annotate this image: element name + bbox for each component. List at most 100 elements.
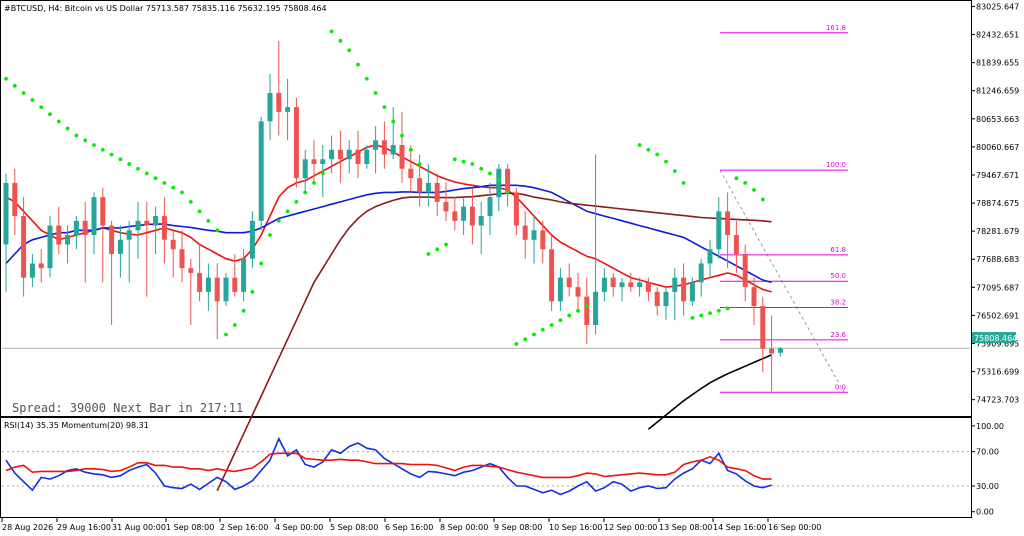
candle-body — [751, 287, 757, 307]
psar-dot — [549, 323, 554, 327]
psar-dot — [725, 306, 730, 311]
indicator-layer: 100.00 70.00 30.00 0.00 — [2, 422, 1004, 517]
candle-body — [689, 282, 695, 302]
psar-dot — [162, 181, 167, 185]
psar-dot — [444, 242, 448, 247]
psar-dot — [329, 29, 334, 34]
psar-dot — [109, 152, 114, 157]
candle-body — [760, 306, 766, 349]
candle-body — [188, 268, 194, 273]
price-tick-label: 80653.663 — [976, 115, 1019, 124]
psar-dot — [417, 162, 422, 166]
candle-body — [21, 216, 27, 278]
candle-body — [258, 121, 264, 221]
candle-body — [329, 149, 335, 160]
psar-dot — [92, 143, 96, 147]
candle-body — [205, 277, 211, 292]
candle-body — [381, 140, 387, 155]
price-tick-label: 74723.703 — [976, 396, 1019, 405]
candle-body — [337, 149, 343, 160]
candle-body — [452, 211, 458, 221]
candle-body — [698, 263, 704, 283]
psar-dot — [268, 233, 272, 237]
psar-dot — [294, 199, 299, 204]
psar-dot — [259, 261, 264, 266]
candle-body — [725, 211, 731, 236]
candle-body — [197, 272, 203, 292]
psar-dot — [171, 185, 176, 190]
chart-header: #BTCUSD, H4: Bitcoin vs US Dollar 75713.… — [4, 4, 327, 13]
candle-body — [3, 182, 9, 245]
candle-body — [496, 168, 502, 198]
psar-dot — [56, 119, 61, 124]
candle-body — [100, 197, 106, 226]
candle-body — [681, 277, 687, 302]
psar-dot — [743, 181, 748, 185]
candle-body — [619, 282, 625, 288]
overlay-line — [5, 144, 772, 293]
overlay-line — [5, 184, 772, 284]
price-tick-label: 81246.659 — [976, 87, 1019, 96]
candle-body — [408, 168, 414, 179]
psar-dot — [584, 304, 589, 308]
psar-dot — [276, 218, 281, 223]
candle-body — [144, 220, 150, 226]
candles-layer — [3, 40, 783, 392]
candle-body — [425, 182, 431, 193]
candle-body — [531, 230, 537, 240]
candle-body — [434, 182, 440, 202]
candle-body — [742, 253, 748, 288]
time-tick-label: 10 Sep 16:00 — [549, 523, 602, 532]
candle-body — [672, 277, 678, 292]
candle-body — [170, 239, 176, 250]
psar-dot — [382, 105, 387, 110]
time-tick-label: 8 Sep 00:00 — [440, 523, 488, 532]
psar-dot — [48, 112, 52, 117]
candle-body — [249, 220, 255, 259]
candle-body — [645, 282, 651, 292]
psar-dot — [391, 119, 396, 124]
psar-dot — [12, 83, 17, 88]
psar-dot — [690, 316, 695, 320]
spread-label: Spread: 39000 Next Bar in 217:11 — [12, 401, 243, 415]
fibonacci-level-label: 50.0 — [830, 272, 846, 280]
psar-dot — [30, 98, 35, 102]
psar-dot — [576, 308, 580, 313]
psar-dot — [39, 105, 44, 110]
candle-body — [443, 201, 449, 212]
candle-body — [390, 145, 396, 155]
indicator-tick-label: 70.00 — [976, 448, 999, 457]
candle-body — [29, 263, 35, 278]
psar-dot — [426, 252, 431, 256]
candle-body — [522, 225, 528, 240]
psar-dot — [672, 169, 677, 173]
candle-body — [733, 235, 739, 254]
candle-body — [777, 348, 783, 353]
price-tick-label: 82432.651 — [976, 31, 1019, 40]
psar-dot — [100, 147, 105, 152]
candle-body — [707, 249, 713, 264]
candle-body — [311, 159, 317, 164]
candle-body — [399, 145, 405, 169]
psar-dot — [232, 323, 237, 327]
psar-dot — [65, 126, 70, 131]
psar-dot — [655, 152, 660, 157]
candle-body — [214, 277, 220, 302]
candle-body — [654, 291, 660, 307]
price-tick-label: 78874.675 — [976, 199, 1019, 208]
psar-dot — [708, 311, 712, 316]
time-tick-label: 14 Sep 16:00 — [713, 523, 766, 532]
candle-body — [461, 206, 467, 221]
psar-dot — [224, 332, 228, 337]
time-tick-label: 12 Sep 00:00 — [604, 523, 657, 532]
time-tick-label: 5 Sep 08:00 — [330, 523, 378, 532]
time-tick-label: 6 Sep 16:00 — [385, 523, 433, 532]
fibonacci-level-label: 38.2 — [830, 298, 846, 306]
psar-dot — [408, 147, 413, 152]
psar-dot — [479, 166, 484, 171]
price-tick-label: 78281.679 — [976, 227, 1019, 236]
price-axis: 83025.647 82432.651 81839.655 81246.659 8065… — [971, 2, 1019, 405]
candle-body — [549, 249, 555, 302]
candle-body — [293, 107, 299, 179]
